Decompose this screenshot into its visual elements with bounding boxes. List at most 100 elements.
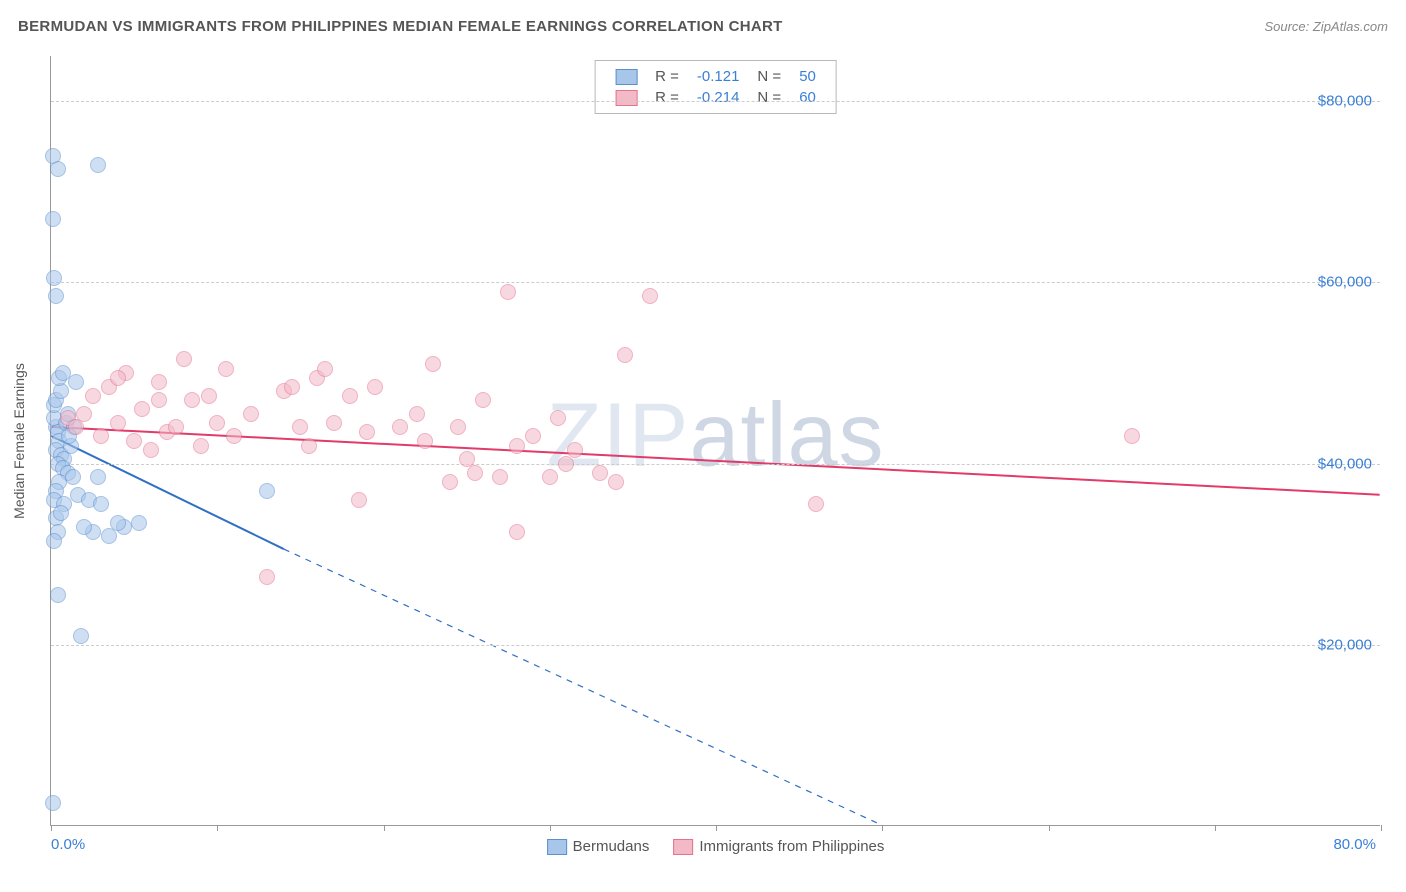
x-tick bbox=[1381, 825, 1382, 831]
data-point bbox=[550, 410, 566, 426]
chart-source: Source: ZipAtlas.com bbox=[1264, 19, 1388, 34]
data-point bbox=[193, 438, 209, 454]
data-point bbox=[558, 456, 574, 472]
legend-correlation-table: R =-0.121N =50R =-0.214N =60 bbox=[605, 65, 826, 109]
data-point bbox=[46, 270, 62, 286]
trend-line-solid bbox=[51, 427, 1379, 495]
data-point bbox=[259, 483, 275, 499]
x-tick bbox=[1215, 825, 1216, 831]
data-point bbox=[168, 419, 184, 435]
data-point bbox=[101, 528, 117, 544]
data-point bbox=[442, 474, 458, 490]
data-point bbox=[475, 392, 491, 408]
data-point bbox=[131, 515, 147, 531]
x-tick-label: 80.0% bbox=[1333, 836, 1376, 853]
data-point bbox=[126, 433, 142, 449]
legend-n-label: N = bbox=[749, 88, 789, 107]
source-value: ZipAtlas.com bbox=[1313, 19, 1388, 34]
data-point bbox=[151, 392, 167, 408]
data-point bbox=[50, 587, 66, 603]
data-point bbox=[284, 379, 300, 395]
y-tick-label: $60,000 bbox=[1318, 274, 1372, 291]
x-tick bbox=[1049, 825, 1050, 831]
chart-title: BERMUDAN VS IMMIGRANTS FROM PHILIPPINES … bbox=[18, 18, 783, 35]
legend-r-label: R = bbox=[647, 88, 687, 107]
data-point bbox=[176, 351, 192, 367]
data-point bbox=[143, 442, 159, 458]
y-tick-label: $80,000 bbox=[1318, 93, 1372, 110]
data-point bbox=[617, 347, 633, 363]
x-tick-label: 0.0% bbox=[51, 836, 85, 853]
x-tick bbox=[550, 825, 551, 831]
x-tick bbox=[51, 825, 52, 831]
gridline-h bbox=[51, 101, 1380, 102]
data-point bbox=[48, 288, 64, 304]
y-tick-label: $40,000 bbox=[1318, 455, 1372, 472]
watermark-part2: atlas bbox=[689, 385, 884, 485]
data-point bbox=[50, 161, 66, 177]
data-point bbox=[392, 419, 408, 435]
x-tick bbox=[882, 825, 883, 831]
data-point bbox=[509, 524, 525, 540]
legend-series-label: Bermudans bbox=[573, 838, 650, 855]
data-point bbox=[46, 533, 62, 549]
data-point bbox=[525, 428, 541, 444]
data-point bbox=[209, 415, 225, 431]
data-point bbox=[110, 370, 126, 386]
x-tick bbox=[384, 825, 385, 831]
data-point bbox=[151, 374, 167, 390]
legend-swatch bbox=[547, 839, 567, 855]
data-point bbox=[592, 465, 608, 481]
data-point bbox=[90, 157, 106, 173]
legend-r-value: -0.214 bbox=[689, 88, 748, 107]
data-point bbox=[45, 211, 61, 227]
data-point bbox=[608, 474, 624, 490]
data-point bbox=[110, 415, 126, 431]
data-point bbox=[542, 469, 558, 485]
legend-r-value: -0.121 bbox=[689, 67, 748, 86]
data-point bbox=[53, 383, 69, 399]
trend-line-dashed bbox=[284, 549, 882, 825]
data-point bbox=[425, 356, 441, 372]
legend-series-label: Immigrants from Philippines bbox=[699, 838, 884, 855]
data-point bbox=[73, 628, 89, 644]
data-point bbox=[65, 469, 81, 485]
data-point bbox=[326, 415, 342, 431]
legend-series-item: Immigrants from Philippines bbox=[673, 838, 884, 855]
source-label: Source: bbox=[1264, 19, 1312, 34]
data-point bbox=[509, 438, 525, 454]
data-point bbox=[1124, 428, 1140, 444]
legend-n-value: 50 bbox=[791, 67, 824, 86]
data-point bbox=[367, 379, 383, 395]
legend-correlation: R =-0.121N =50R =-0.214N =60 bbox=[594, 60, 837, 114]
x-tick bbox=[716, 825, 717, 831]
data-point bbox=[301, 438, 317, 454]
y-axis-label: Median Female Earnings bbox=[11, 363, 27, 519]
data-point bbox=[259, 569, 275, 585]
gridline-h bbox=[51, 282, 1380, 283]
data-point bbox=[243, 406, 259, 422]
data-point bbox=[134, 401, 150, 417]
data-point bbox=[201, 388, 217, 404]
legend-swatch bbox=[673, 839, 693, 855]
data-point bbox=[500, 284, 516, 300]
y-tick-label: $20,000 bbox=[1318, 636, 1372, 653]
data-point bbox=[85, 388, 101, 404]
legend-swatch bbox=[615, 90, 637, 106]
legend-n-value: 60 bbox=[791, 88, 824, 107]
data-point bbox=[93, 496, 109, 512]
data-point bbox=[467, 465, 483, 481]
data-point bbox=[450, 419, 466, 435]
data-point bbox=[110, 515, 126, 531]
data-point bbox=[292, 419, 308, 435]
data-point bbox=[409, 406, 425, 422]
data-point bbox=[226, 428, 242, 444]
legend-swatch bbox=[615, 69, 637, 85]
gridline-h bbox=[51, 645, 1380, 646]
plot-area: ZIPatlas Median Female Earnings R =-0.12… bbox=[50, 56, 1380, 826]
data-point bbox=[76, 406, 92, 422]
data-point bbox=[642, 288, 658, 304]
data-point bbox=[567, 442, 583, 458]
legend-r-label: R = bbox=[647, 67, 687, 86]
data-point bbox=[68, 374, 84, 390]
